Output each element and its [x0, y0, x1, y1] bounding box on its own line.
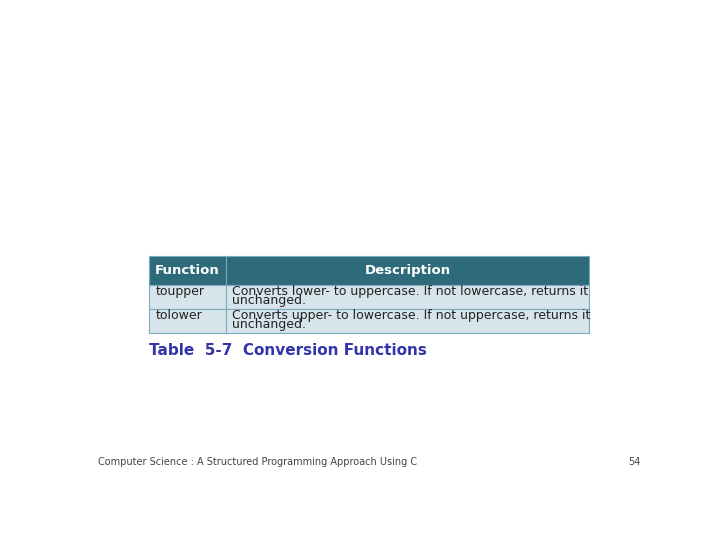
Text: Converts upper- to lowercase. If not uppercase, returns it: Converts upper- to lowercase. If not upp…: [233, 309, 591, 322]
Text: Converts lower- to uppercase. If not lowercase, returns it: Converts lower- to uppercase. If not low…: [233, 285, 588, 298]
Text: unchanged.: unchanged.: [233, 294, 307, 307]
Text: Description: Description: [364, 264, 451, 277]
FancyBboxPatch shape: [148, 309, 590, 333]
FancyBboxPatch shape: [148, 256, 590, 285]
Text: toupper: toupper: [156, 285, 204, 298]
Text: 54: 54: [628, 457, 640, 467]
Text: Table  5-7  Conversion Functions: Table 5-7 Conversion Functions: [148, 343, 426, 359]
Text: unchanged.: unchanged.: [233, 318, 307, 331]
FancyBboxPatch shape: [148, 285, 590, 309]
Text: Function: Function: [155, 264, 220, 277]
Text: tolower: tolower: [156, 309, 202, 322]
Text: Computer Science : A Structured Programming Approach Using C: Computer Science : A Structured Programm…: [98, 457, 417, 467]
